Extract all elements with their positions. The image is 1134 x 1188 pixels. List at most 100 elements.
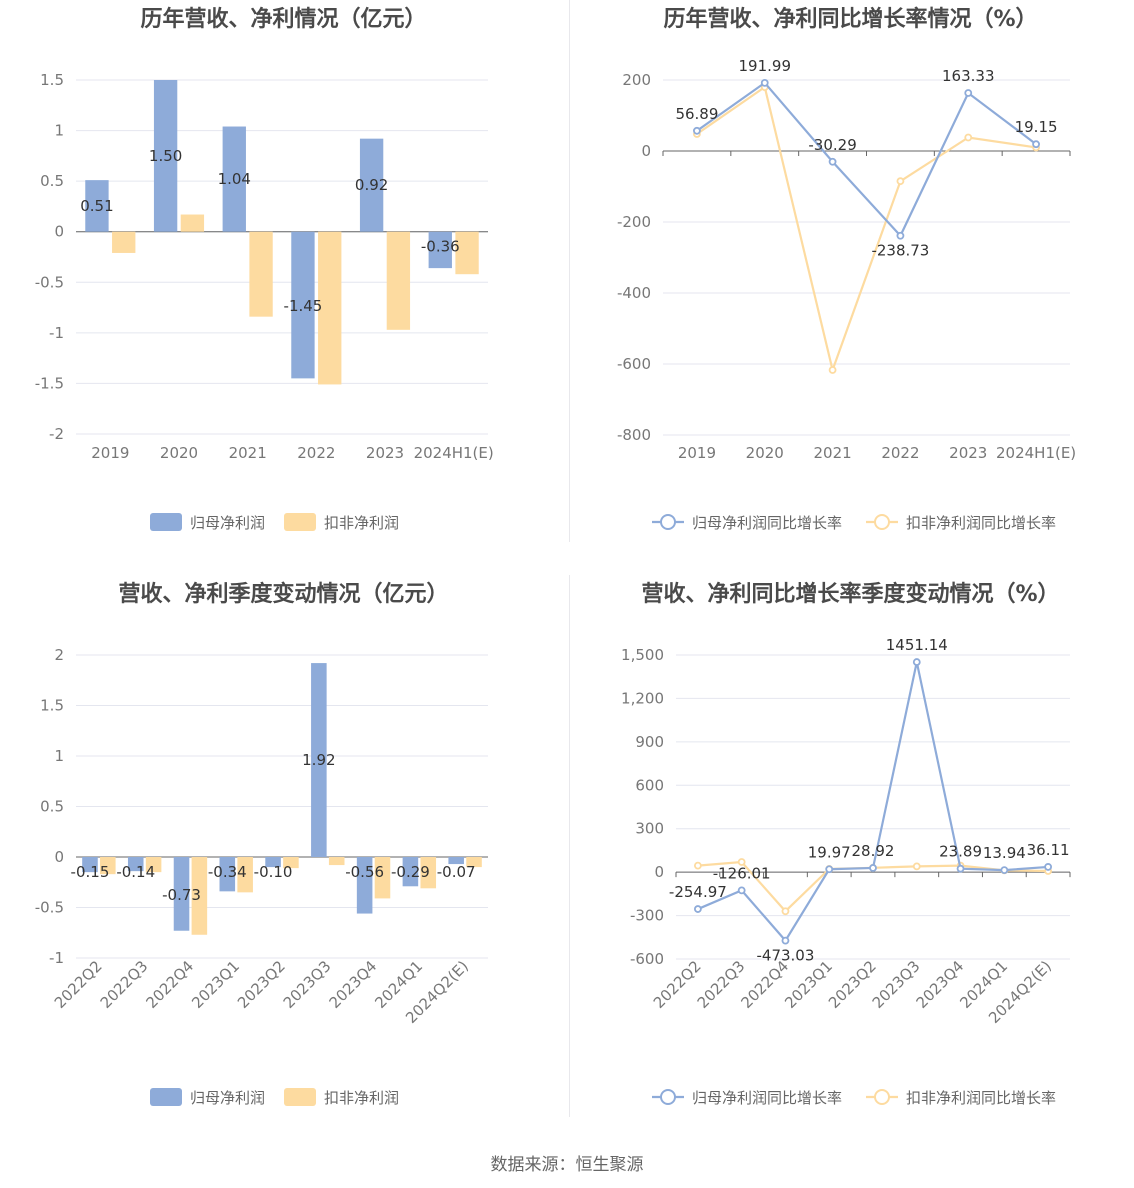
data-point-deducted-growth [896, 177, 905, 186]
x-tick-label: 2023Q4 [913, 957, 968, 1012]
data-point-deducted-growth [828, 366, 837, 374]
y-tick-label: 0 [654, 863, 664, 881]
bar-parent-net-profit [428, 231, 452, 269]
bar-parent-net-profit [291, 231, 315, 379]
vertical-divider-top [569, 0, 570, 542]
y-tick-label: 0 [641, 142, 651, 160]
y-tick-label: -600 [617, 355, 651, 373]
data-label: -238.73 [871, 242, 929, 260]
bar-parent-net-profit [359, 138, 384, 232]
chart-annual-profit: 历年营收、净利情况（亿元） 1.5 1 0.5 0 -0.5 -1 -1.5 -2 2019 202… [0, 0, 567, 560]
bar-parent-net-profit [356, 857, 373, 914]
data-source-note: 数据来源：恒生聚源 [490, 1155, 644, 1175]
legend-swatch [150, 1088, 182, 1106]
y-tick-label: 1 [54, 747, 64, 765]
data-point-parent-growth [781, 936, 790, 945]
y-tick-label: -0.5 [35, 899, 64, 917]
y-tick-label: 200 [622, 71, 651, 89]
bar-deducted-net-profit [420, 857, 437, 889]
legend-swatch [150, 513, 182, 531]
chart-title: 营收、净利同比增长率季度变动情况（%） [641, 581, 1059, 607]
data-label: -0.14 [116, 863, 155, 881]
data-point-deducted-growth [781, 907, 790, 916]
bar-parent-net-profit [222, 126, 246, 232]
y-tick-label: 2 [54, 646, 64, 664]
x-tick-label: 2022Q3 [694, 957, 749, 1012]
chart-quarterly-profit: 营收、净利季度变动情况（亿元） 2 1.5 1 0.5 0 -0.5 -1 2022Q2 2022… [0, 575, 567, 1135]
bar-deducted-net-profit [191, 857, 208, 935]
data-label: -1.45 [284, 297, 323, 315]
bar-parent-net-profit [153, 80, 178, 232]
x-tick-label: 2020 [160, 444, 198, 462]
data-point-parent-growth [896, 231, 905, 240]
legend-label: 归母净利润 [190, 1089, 265, 1107]
y-tick-label: 0 [54, 223, 64, 241]
bar-deducted-net-profit [283, 857, 299, 869]
bar-deducted-net-profit [145, 857, 162, 873]
x-tick-label: 2023Q1 [188, 957, 243, 1012]
series-line-parent-growth [696, 81, 1037, 238]
data-label: -0.56 [345, 863, 384, 881]
bar-deducted-net-profit [466, 857, 482, 868]
bar-parent-net-profit [127, 857, 144, 872]
legend-label: 归母净利润同比增长率 [692, 514, 842, 532]
y-tick-label: -300 [630, 907, 664, 925]
x-tick-label: 2021 [229, 444, 267, 462]
data-label: -0.29 [391, 863, 430, 881]
x-tick-label: 2024H1(E) [996, 444, 1076, 462]
bar-deducted-net-profit [386, 231, 411, 330]
legend-marker [874, 1089, 890, 1105]
bar-deducted-net-profit [100, 857, 116, 875]
y-tick-label: -1.5 [35, 374, 64, 392]
data-label: 28.92 [852, 842, 895, 860]
legend-label: 扣非净利润同比增长率 [906, 1089, 1056, 1107]
bar-parent-net-profit [448, 857, 464, 865]
data-point-deducted-growth [693, 861, 702, 870]
bar-parent-net-profit [311, 663, 327, 857]
data-label: -0.34 [208, 863, 247, 881]
x-tick-label: 2022 [297, 444, 335, 462]
data-label: -0.73 [162, 886, 201, 904]
chart-quarterly-growth: 营收、净利同比增长率季度变动情况（%） 1,500 1,200 900 600 300 0-… [567, 575, 1134, 1135]
y-tick-label: -200 [617, 213, 651, 231]
data-point-deducted-growth [912, 862, 921, 871]
data-label: 0.51 [80, 197, 113, 215]
data-label: 13.94 [983, 844, 1026, 862]
bar-parent-net-profit [85, 180, 109, 232]
chart-quarterly-growth-svg: 营收、净利同比增长率季度变动情况（%）1,5001,2009006003000-… [621, 581, 1071, 1107]
data-point-parent-growth [828, 157, 837, 166]
data-label: 23.89 [939, 843, 982, 861]
x-tick-label: 2023Q1 [781, 957, 836, 1012]
legend-label: 扣非净利润 [324, 1089, 399, 1107]
y-tick-label: -2 [49, 425, 64, 443]
data-point-parent-growth [869, 864, 877, 872]
x-tick-label: 2023 [366, 444, 404, 462]
data-point-deducted-growth [737, 858, 746, 866]
bar-deducted-net-profit [237, 857, 253, 893]
data-label: -126.01 [713, 864, 771, 882]
bar-deducted-net-profit [374, 857, 391, 899]
legend-label: 扣非净利润 [324, 514, 399, 532]
bar-parent-net-profit [82, 857, 98, 873]
chart-annual-profit-svg: 历年营收、净利情况（亿元） 1.5 1 0.5 0 -0.5 -1 -1.5 -2 2019 202… [35, 6, 494, 532]
data-point-parent-growth [825, 865, 834, 874]
chart-annual-growth-svg: 历年营收、净利同比增长率情况（%） 200 0 -200 -400 -600 -800 201… [617, 6, 1076, 532]
x-tick-label: 2023Q2 [825, 957, 880, 1012]
data-label: 1451.14 [886, 636, 948, 654]
x-tick-label: 2023Q2 [234, 957, 289, 1012]
bar-deducted-net-profit [318, 231, 342, 385]
bar-deducted-net-profit [180, 214, 205, 232]
data-label: -30.29 [808, 136, 856, 154]
series-line-deducted-growth [696, 85, 1037, 374]
data-label: 1.92 [302, 751, 335, 769]
x-tick-label: 2022Q4 [142, 957, 197, 1012]
x-tick-label: 2021 [813, 444, 851, 462]
bar-deducted-net-profit [328, 857, 345, 866]
y-tick-label: -600 [630, 950, 664, 968]
x-tick-label: 2022Q3 [97, 957, 152, 1012]
series-line-parent-growth [697, 661, 1049, 943]
data-label: -0.36 [421, 238, 460, 256]
data-point-parent-growth [693, 905, 702, 913]
y-tick-label: 1,500 [621, 646, 664, 664]
y-tick-label: -1 [49, 324, 64, 342]
